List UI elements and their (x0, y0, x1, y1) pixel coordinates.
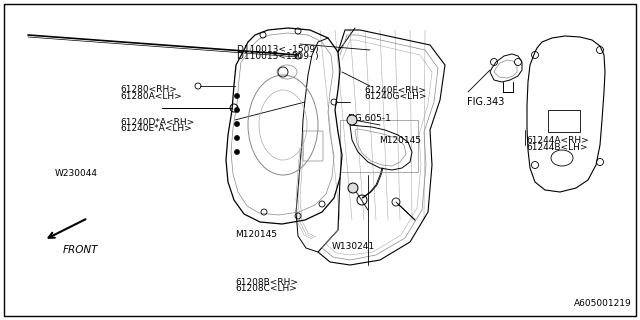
Text: 61240E*A<LH>: 61240E*A<LH> (120, 124, 192, 133)
Bar (548, 110, 580, 132)
Text: M120145: M120145 (236, 230, 278, 239)
Text: 61280<RH>: 61280<RH> (120, 85, 177, 94)
Circle shape (348, 183, 358, 193)
Circle shape (234, 93, 239, 99)
Text: FRONT: FRONT (63, 245, 98, 255)
Text: FIG.605-1: FIG.605-1 (347, 114, 391, 123)
Text: 61240F<RH>: 61240F<RH> (365, 86, 427, 95)
Circle shape (347, 115, 357, 125)
Text: FIG.343: FIG.343 (467, 97, 504, 108)
Text: W130241: W130241 (332, 242, 374, 251)
Circle shape (234, 149, 239, 155)
Text: M120145: M120145 (380, 136, 422, 145)
Text: 61240D*A<RH>: 61240D*A<RH> (120, 118, 195, 127)
Text: D110015<1509- ): D110015<1509- ) (237, 52, 319, 61)
Text: 61280A<LH>: 61280A<LH> (120, 92, 182, 100)
Text: 61208B<RH>: 61208B<RH> (236, 278, 298, 287)
Text: D110013< -1509): D110013< -1509) (237, 45, 319, 54)
Text: 61208C<LH>: 61208C<LH> (236, 284, 298, 293)
Text: 61244A<RH>: 61244A<RH> (526, 136, 589, 145)
Circle shape (234, 122, 239, 126)
Circle shape (234, 108, 239, 113)
Text: 61244B<LH>: 61244B<LH> (526, 143, 588, 152)
Text: 61240G<LH>: 61240G<LH> (365, 92, 428, 101)
Text: W230044: W230044 (54, 169, 97, 178)
Circle shape (234, 135, 239, 140)
Text: A605001219: A605001219 (574, 299, 632, 308)
